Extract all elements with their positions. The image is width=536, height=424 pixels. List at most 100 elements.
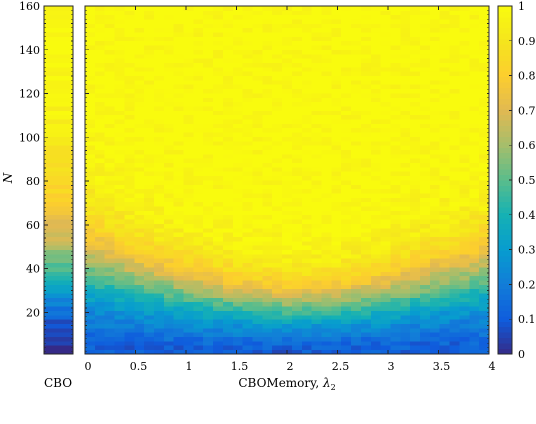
heat-cell xyxy=(173,49,184,55)
heat-cell xyxy=(272,49,283,55)
heat-cell xyxy=(85,284,96,290)
heat-cell xyxy=(360,71,372,76)
heat-cell xyxy=(420,258,431,264)
heat-cell xyxy=(479,123,490,129)
heat-cell xyxy=(351,240,362,246)
heat-cell xyxy=(272,93,283,98)
heat-cell xyxy=(360,193,372,198)
heat-cell xyxy=(390,219,401,224)
heat-cell xyxy=(439,288,450,294)
heat-cell xyxy=(410,62,421,68)
heat-cell xyxy=(341,323,352,329)
heat-cell xyxy=(410,127,421,133)
heat-cell xyxy=(370,184,382,190)
heat-cell xyxy=(272,136,283,142)
heat-cell xyxy=(104,23,115,29)
heat-cell xyxy=(222,201,234,207)
heat-cell xyxy=(203,245,214,250)
heat-cell xyxy=(360,53,372,59)
heat-cell xyxy=(479,227,490,233)
heat-cell xyxy=(291,201,303,207)
heat-cell xyxy=(153,345,165,351)
heat-cell xyxy=(262,206,273,211)
heat-cell xyxy=(104,301,115,307)
heat-cell xyxy=(242,136,253,142)
heat-cell xyxy=(153,84,165,90)
heat-cell xyxy=(400,106,411,111)
heat-cell xyxy=(429,349,441,355)
heat-cell xyxy=(301,223,313,229)
heat-cell xyxy=(400,319,411,324)
heat-cell xyxy=(252,193,263,198)
heat-cell xyxy=(341,232,352,237)
heat-cell xyxy=(301,345,313,351)
heat-cell xyxy=(94,249,106,255)
heat-cell xyxy=(331,258,342,264)
heat-cell xyxy=(44,6,73,11)
heat-cell xyxy=(301,93,313,98)
heat-cell xyxy=(94,6,106,11)
heat-cell xyxy=(469,58,480,63)
heat-cell xyxy=(104,175,115,181)
heat-cell xyxy=(459,166,470,172)
heat-cell xyxy=(232,14,244,20)
heat-cell xyxy=(311,84,322,90)
heat-cell xyxy=(439,336,450,342)
heat-cell xyxy=(252,119,263,124)
heat-cell xyxy=(459,53,470,59)
heat-cell xyxy=(469,306,480,311)
heat-cell xyxy=(439,36,450,42)
heat-cell xyxy=(163,314,175,320)
heat-cell xyxy=(469,336,480,342)
heat-cell xyxy=(360,284,372,290)
heat-cell xyxy=(439,58,450,63)
heat-cell xyxy=(301,153,313,159)
heat-cell xyxy=(124,201,135,207)
heat-cell xyxy=(85,97,96,103)
heat-cell xyxy=(321,45,332,50)
heat-cell xyxy=(104,288,115,294)
heat-cell xyxy=(380,84,391,90)
heat-cell xyxy=(459,114,470,120)
heat-cell xyxy=(144,253,155,259)
heat-cell xyxy=(134,53,145,59)
heat-cell xyxy=(321,232,332,237)
heat-cell xyxy=(134,349,145,355)
colorbar-segment xyxy=(498,310,512,317)
heat-cell xyxy=(173,227,184,233)
heat-cell xyxy=(44,14,73,20)
heat-cell xyxy=(469,232,480,237)
heat-cell xyxy=(262,97,273,103)
heat-cell xyxy=(94,206,106,211)
heat-cell xyxy=(222,345,234,351)
heat-cell xyxy=(163,349,175,355)
heat-cell xyxy=(301,267,313,272)
heat-cell xyxy=(213,280,224,285)
heat-cell xyxy=(341,258,352,264)
heat-cell xyxy=(420,71,431,76)
heat-cell xyxy=(410,175,421,181)
heat-cell xyxy=(351,293,362,298)
heat-cell xyxy=(183,6,194,11)
heat-cell xyxy=(272,232,283,237)
heat-cell xyxy=(173,58,184,63)
heat-cell xyxy=(449,249,460,255)
heat-cell xyxy=(380,79,391,85)
heat-cell xyxy=(203,101,214,107)
heat-cell xyxy=(360,314,372,320)
heat-cell xyxy=(390,136,401,142)
heat-cell xyxy=(252,319,263,324)
heat-cell xyxy=(272,310,283,316)
colorbar-segment xyxy=(498,207,512,214)
heat-cell xyxy=(449,114,460,120)
heat-cell xyxy=(321,153,332,159)
heat-cell xyxy=(370,71,382,76)
heat-cell xyxy=(380,193,391,198)
heat-cell xyxy=(479,275,490,281)
heat-cell xyxy=(400,288,411,294)
heat-cell xyxy=(232,210,244,216)
heat-cell xyxy=(242,123,253,129)
heat-cell xyxy=(242,166,253,172)
heat-cell xyxy=(272,132,283,137)
heat-cell xyxy=(282,327,293,333)
